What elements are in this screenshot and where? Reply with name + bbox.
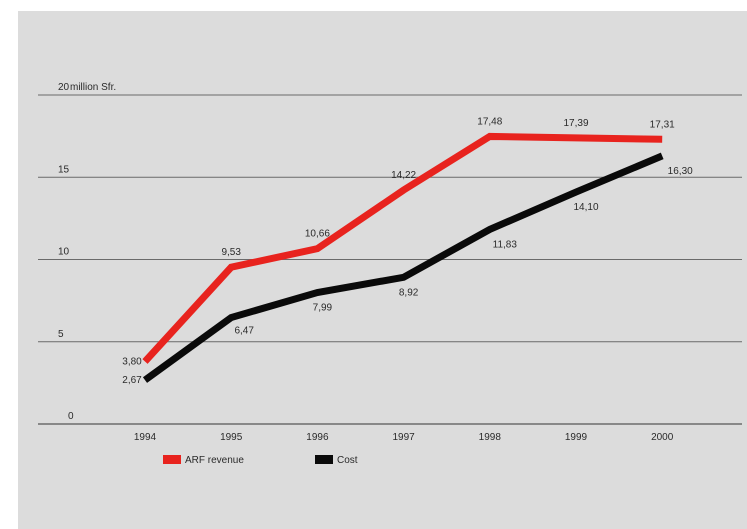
cost-data-label: 14,10 — [573, 202, 598, 213]
x-tick-label: 1995 — [220, 432, 243, 443]
arf-revenue-data-label: 17,48 — [477, 116, 502, 127]
cost-data-label: 16,30 — [668, 166, 693, 177]
x-tick-label: 1998 — [479, 432, 502, 443]
chart-background — [18, 11, 747, 529]
arf-revenue-data-label: 17,39 — [563, 118, 588, 129]
cost-line — [142, 152, 664, 383]
x-tick-label: 1996 — [306, 432, 329, 443]
series-lines — [142, 132, 664, 383]
cost-legend-label: Cost — [337, 455, 358, 466]
arf-revenue-data-label: 3,80 — [122, 356, 142, 367]
y-tick-label: 10 — [58, 247, 70, 258]
legend: ARF revenue Cost — [163, 455, 358, 466]
y-tick-label: 20 — [58, 82, 70, 93]
cost-data-label: 8,92 — [399, 287, 419, 298]
cost-data-label: 6,47 — [234, 326, 254, 337]
x-tick-label: 1994 — [134, 432, 157, 443]
cost-data-label: 11,83 — [493, 239, 518, 250]
arf-revenue-data-label: 14,22 — [391, 170, 416, 181]
arf-revenue-data-label: 9,53 — [221, 247, 241, 258]
cost-data-label: 2,67 — [122, 375, 142, 386]
arf-revenue-legend-swatch — [163, 455, 181, 464]
y-tick-label: 0 — [68, 411, 74, 422]
y-axis-unit-label: million Sfr. — [70, 82, 116, 93]
y-tick-label: 5 — [58, 329, 64, 340]
cost-data-label: 7,99 — [313, 303, 333, 314]
arf-revenue-legend-label: ARF revenue — [185, 455, 244, 466]
x-tick-label: 2000 — [651, 432, 674, 443]
y-tick-label: 15 — [58, 164, 70, 175]
x-axis-ticks: 1994 1995 1996 1997 1998 1999 2000 — [134, 432, 674, 443]
arf-revenue-data-label: 17,31 — [650, 119, 675, 130]
x-tick-label: 1999 — [565, 432, 588, 443]
y-axis-ticks: 0 5 10 15 20 — [58, 82, 74, 422]
data-labels: 3,80 9,53 10,66 14,22 17,48 17,39 17,31 2,67 6,4… — [122, 116, 693, 386]
arf-revenue-line — [142, 132, 663, 364]
x-tick-label: 1997 — [392, 432, 415, 443]
arf-revenue-data-label: 10,66 — [305, 229, 330, 240]
cost-legend-swatch — [315, 455, 333, 464]
gridlines — [38, 94, 742, 425]
